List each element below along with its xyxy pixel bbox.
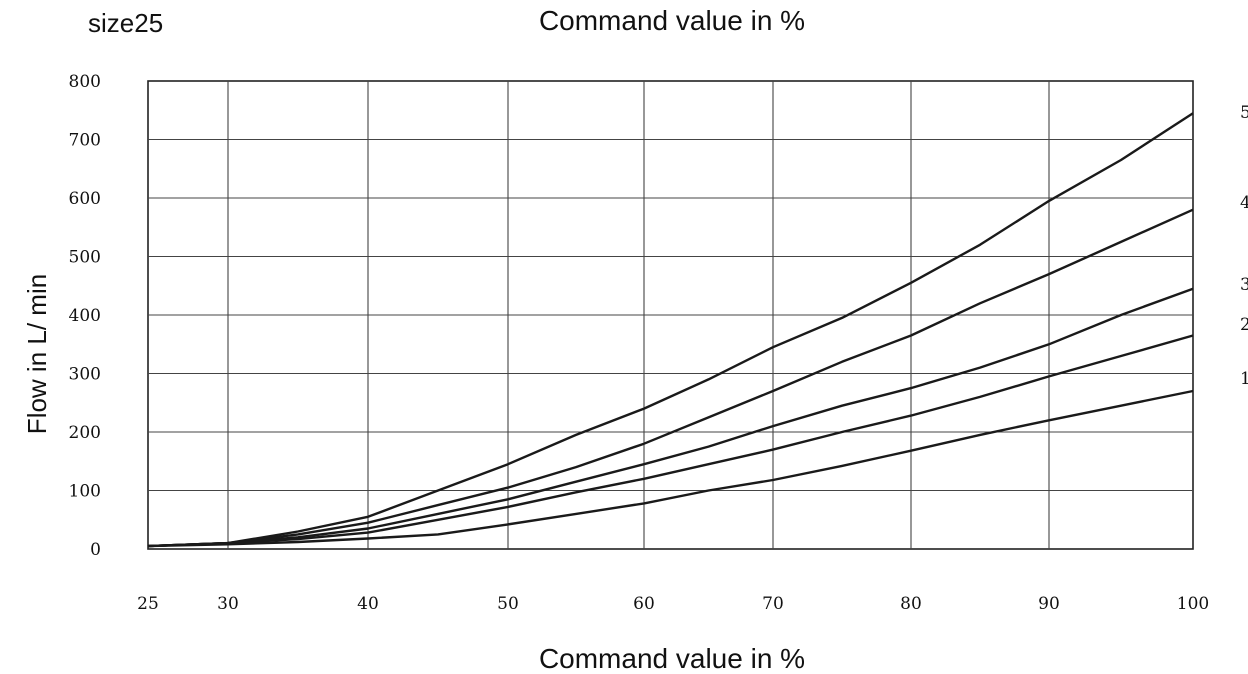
x-tick-label: 70 — [762, 594, 784, 614]
y-tick-label: 200 — [69, 423, 101, 443]
x-tick-label: 40 — [357, 594, 379, 614]
x-tick-label: 60 — [633, 594, 655, 614]
series-line-3 — [147, 287, 1194, 548]
series-line-2 — [147, 334, 1194, 548]
y-tick-label: 800 — [69, 72, 101, 92]
x-tick-label: 25 — [137, 594, 159, 614]
y-tick-label: 400 — [69, 306, 101, 326]
series-label-3: 3 — [1240, 275, 1248, 295]
y-tick-label: 700 — [69, 131, 101, 151]
grid-layer — [147, 80, 1194, 550]
series-line-4 — [147, 208, 1194, 548]
series-label-2: 2 — [1240, 315, 1248, 335]
y-tick-label: 500 — [69, 248, 101, 268]
x-tick-label: 30 — [217, 594, 239, 614]
chart-title: Command value in % — [539, 5, 805, 36]
series-line-1 — [147, 389, 1194, 548]
x-tick-label: 80 — [900, 594, 922, 614]
series-label-1: 1 — [1240, 369, 1248, 389]
x-tick-label: 90 — [1038, 594, 1060, 614]
series-label-4: 4 — [1240, 193, 1248, 213]
x-tick-label: 100 — [1177, 594, 1209, 614]
y-tick-label: 300 — [69, 365, 101, 385]
series-label-5: 5 — [1240, 103, 1248, 123]
y-tick-label: 100 — [69, 482, 101, 502]
y-tick-label: 600 — [69, 189, 101, 209]
corner-label: size25 — [88, 8, 163, 38]
series-layer — [147, 112, 1194, 548]
series-line-5 — [147, 112, 1194, 548]
x-tick-label: 50 — [497, 594, 519, 614]
tick-layer: 25 30 40 50 60 70 80 90 100 0 100 200 300 400 500 600 70… — [69, 72, 1210, 614]
x-axis-label: Command value in % — [539, 643, 805, 674]
y-tick-label: 0 — [90, 540, 101, 560]
y-axis-label: Flow in L/ min — [22, 274, 52, 434]
label-layer: 5 4 3 2 1 — [1240, 103, 1248, 389]
